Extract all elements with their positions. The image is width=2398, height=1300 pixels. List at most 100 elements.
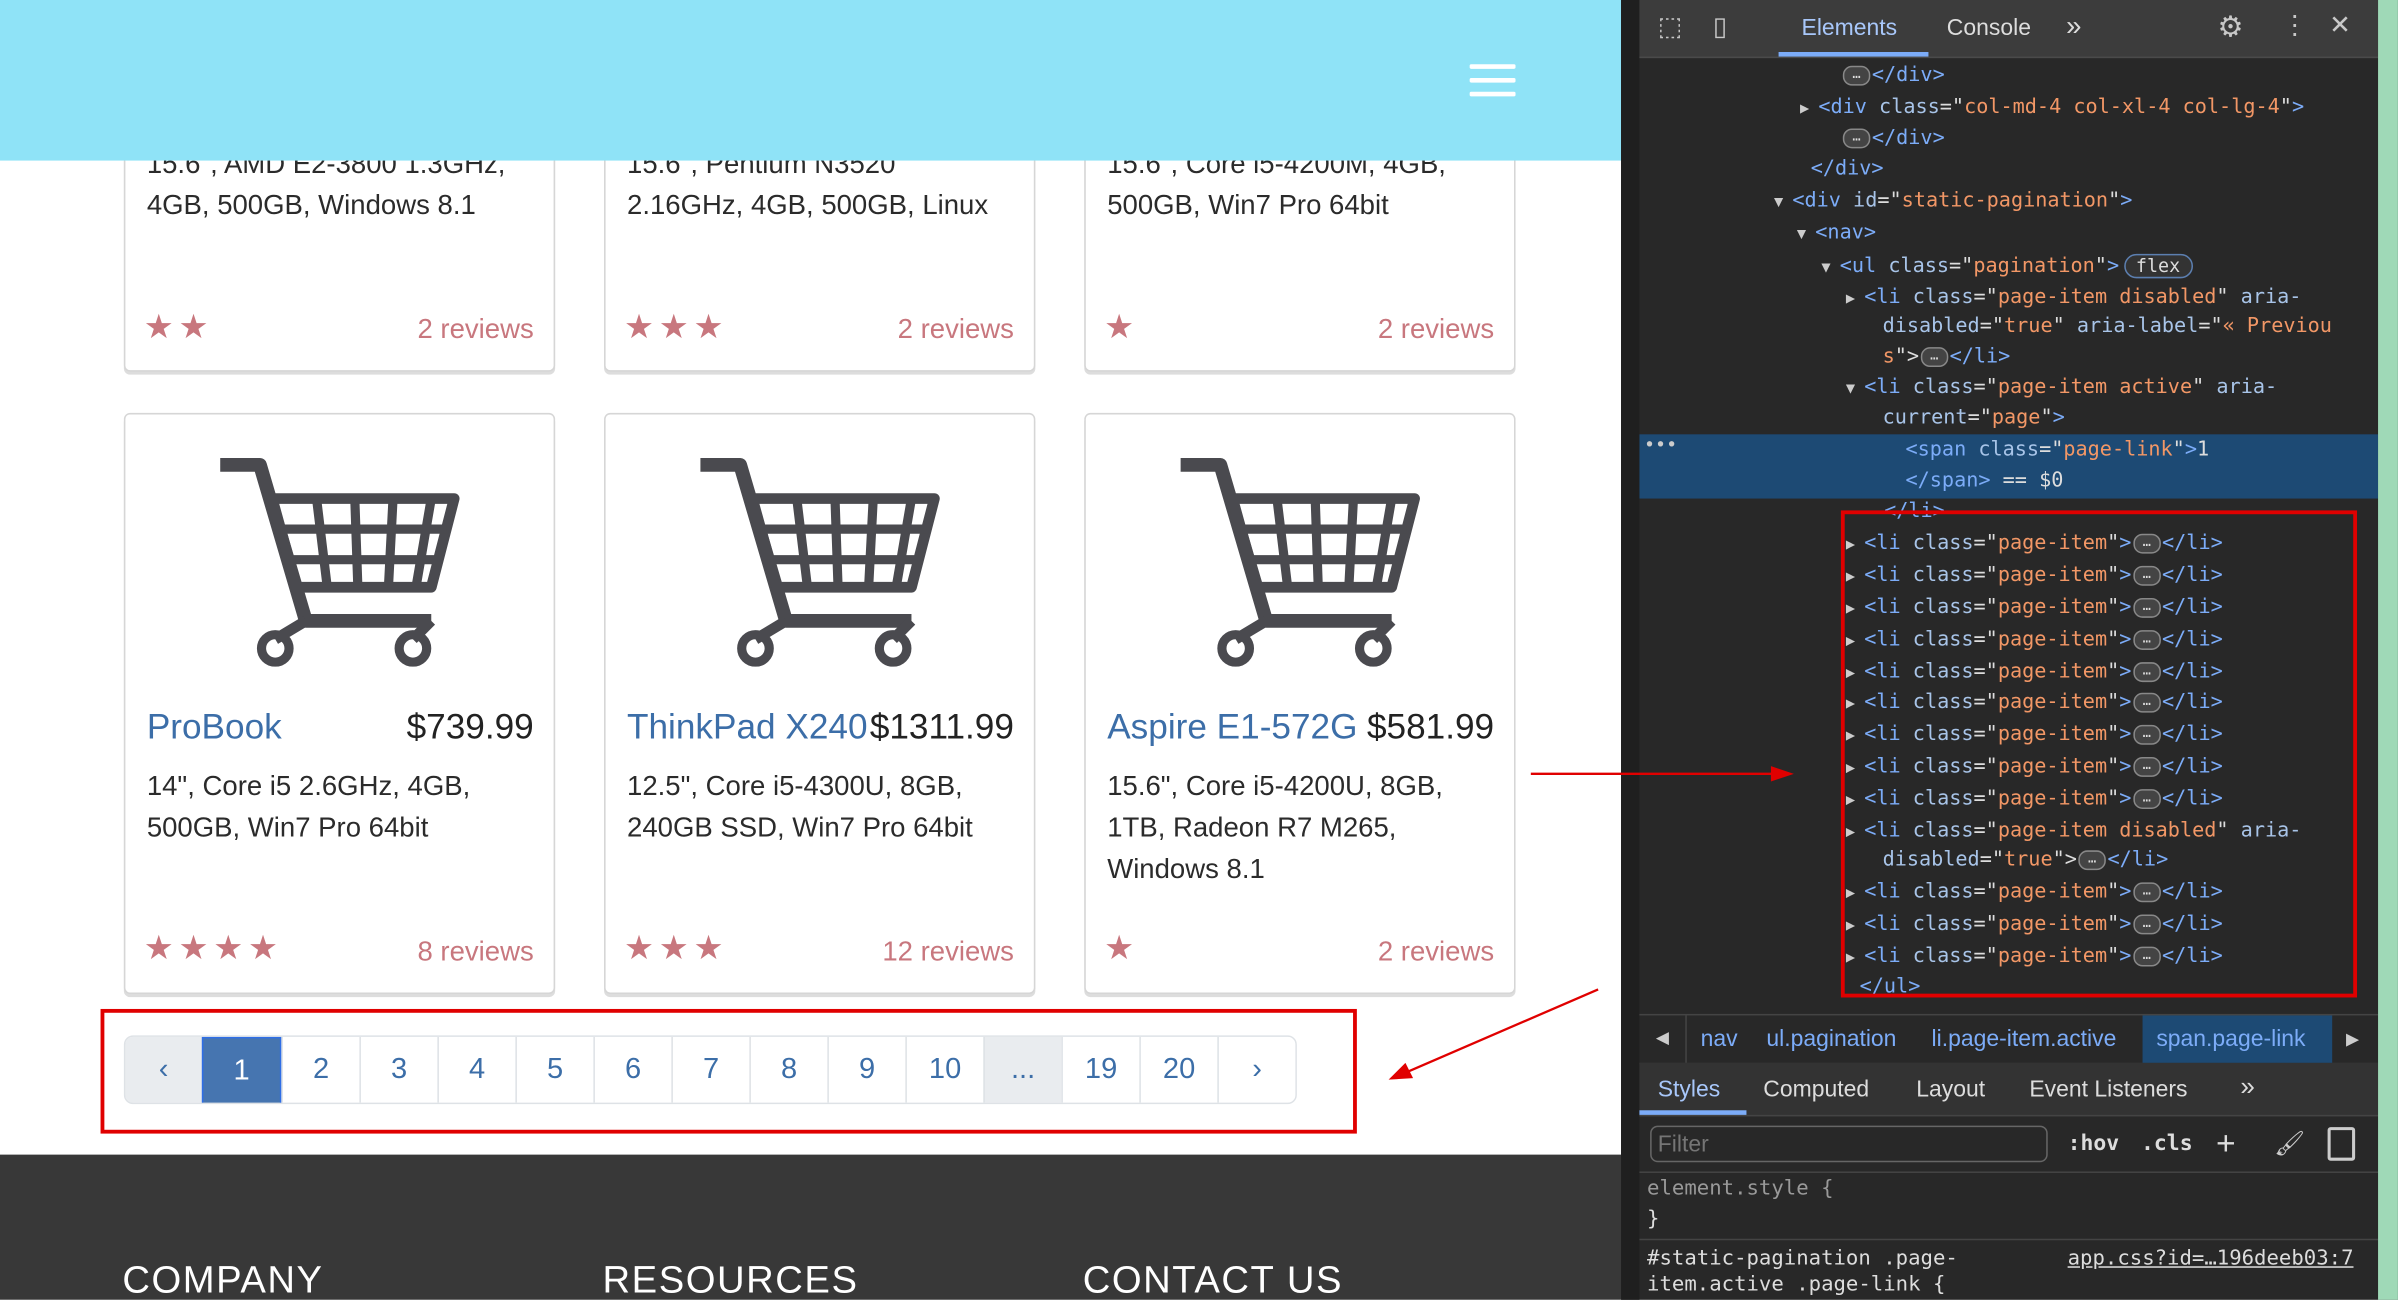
inspect-element-icon[interactable]: ⬚ <box>1657 12 1683 42</box>
dom-node-line[interactable]: ▶ <li class="page-item">… </li> <box>1846 629 2223 652</box>
product-card[interactable]: ThinkPad X240 $1311.99 12.5", Core i5-43… <box>604 412 1036 995</box>
ellipsis-badge[interactable]: … <box>2132 661 2161 682</box>
product-title[interactable]: Aspire E1-572G <box>1107 706 1358 747</box>
ellipsis-badge[interactable]: … <box>2132 565 2161 585</box>
expand-triangle-icon[interactable]: ▶ <box>1799 100 1810 118</box>
dom-node-line[interactable]: ▶ <div class="col-md-4 col-xl-4 col-lg-4"… <box>1800 96 2304 119</box>
pagination-next[interactable]: › <box>1217 1036 1296 1103</box>
ellipsis-badge[interactable]: … <box>2132 597 2161 618</box>
collapse-triangle-icon[interactable]: ▼ <box>1796 226 1807 244</box>
reviews-count[interactable]: 2 reviews <box>1377 935 1495 967</box>
ellipsis-badge[interactable]: … <box>2132 913 2161 934</box>
collapse-triangle-icon[interactable]: ▼ <box>1773 194 1784 212</box>
tab-elements[interactable]: Elements <box>1801 15 1898 42</box>
paint-brush-icon[interactable]: 🖌 <box>2274 1131 2306 1158</box>
dom-node-line[interactable]: ▶ <li class="page-item">… </li> <box>1846 881 2223 904</box>
ellipsis-badge[interactable]: … <box>2132 881 2161 902</box>
expand-triangle-icon[interactable]: ▶ <box>1845 917 1856 935</box>
pagination-page-4[interactable]: 4 <box>437 1036 516 1103</box>
tab-computed[interactable]: Computed <box>1763 1076 1870 1103</box>
toggle-sidebar-icon[interactable] <box>2327 1127 2356 1161</box>
ellipsis-badge[interactable]: … <box>1842 127 1871 148</box>
scroll-right-icon[interactable]: ▶ <box>2345 1030 2359 1050</box>
tab-event-listeners[interactable]: Event Listeners <box>2029 1076 2188 1103</box>
dom-node-line[interactable]: disabled="true" aria-label="« Previou <box>1883 315 2332 338</box>
dom-node-line[interactable]: ▶ <li class="page-item disabled" aria- <box>1846 286 2302 309</box>
dom-node-line[interactable]: … </div> <box>1841 64 1945 87</box>
styles-filter-input[interactable] <box>1650 1125 2048 1163</box>
pagination-page-8[interactable]: 8 <box>749 1036 828 1103</box>
product-title[interactable]: ThinkPad X240 <box>627 706 868 747</box>
pagination-page-2[interactable]: 2 <box>281 1036 360 1103</box>
ellipsis-badge[interactable]: … <box>2132 692 2161 712</box>
dom-node-line[interactable]: ▶ <li class="page-item">… </li> <box>1846 661 2223 684</box>
class-toggle[interactable]: .cls <box>2141 1131 2193 1157</box>
product-card[interactable]: Aspire E1-572G $581.99 15.6", Core i5-42… <box>1084 412 1516 995</box>
dom-node-line[interactable]: ▶ <li class="page-item">… </li> <box>1846 723 2223 746</box>
expand-triangle-icon[interactable]: ▶ <box>1845 665 1856 683</box>
pagination-page-19[interactable]: 19 <box>1061 1036 1140 1103</box>
node-actions-icon[interactable]: ••• <box>1643 434 1678 456</box>
expand-triangle-icon[interactable]: ▶ <box>1845 824 1856 842</box>
collapse-triangle-icon[interactable]: ▼ <box>1845 380 1856 398</box>
expand-triangle-icon[interactable]: ▶ <box>1845 601 1856 618</box>
ellipsis-badge[interactable]: … <box>2132 724 2161 745</box>
dom-node-line[interactable]: ▼ <div id="static-pagination"> <box>1774 190 2132 213</box>
device-toolbar-icon[interactable]: ▯ <box>1712 12 1728 42</box>
flex-badge[interactable]: flex <box>2123 253 2193 279</box>
dom-node-line[interactable]: </div> <box>1811 158 1884 181</box>
expand-triangle-icon[interactable]: ▶ <box>1845 727 1856 745</box>
dom-node-line[interactable]: ▶ <li class="page-item">… </li> <box>1846 596 2223 619</box>
pagination-page-9[interactable]: 9 <box>827 1036 906 1103</box>
product-title[interactable]: ProBook <box>146 706 282 747</box>
pagination-page-6[interactable]: 6 <box>593 1036 672 1103</box>
hover-state-toggle[interactable]: :hov <box>2067 1131 2120 1157</box>
reviews-count[interactable]: 12 reviews <box>882 935 1014 967</box>
rule-source-link[interactable]: app.css?id=…196deeb03:7 <box>2067 1246 2354 1271</box>
pagination-page-5[interactable]: 5 <box>515 1036 594 1103</box>
expand-triangle-icon[interactable]: ▶ <box>1845 536 1856 554</box>
expand-triangle-icon[interactable]: ▶ <box>1845 633 1856 650</box>
reviews-count[interactable]: 8 reviews <box>417 935 534 967</box>
dom-node-line[interactable]: ▶ <li class="page-item">… </li> <box>1846 945 2223 968</box>
expand-triangle-icon[interactable]: ▶ <box>1845 568 1856 586</box>
dom-node-line[interactable]: ▶ <li class="page-item">… </li> <box>1846 691 2223 714</box>
dom-node-line[interactable]: ▶ <li class="page-item">… </li> <box>1846 755 2223 778</box>
ellipsis-badge[interactable]: … <box>1842 64 1871 85</box>
expand-triangle-icon[interactable]: ▶ <box>1845 949 1856 967</box>
ellipsis-badge[interactable]: … <box>2132 945 2161 966</box>
tab-layout[interactable]: Layout <box>1916 1076 1986 1103</box>
breadcrumb-nav[interactable]: nav <box>1700 1026 1738 1053</box>
dom-node-line[interactable]: s">… </li> <box>1883 346 2011 369</box>
expand-triangle-icon[interactable]: ▶ <box>1845 695 1856 713</box>
dom-node-line[interactable]: </ul> <box>1860 976 1921 999</box>
ellipsis-badge[interactable]: … <box>2132 756 2161 777</box>
ellipsis-badge[interactable]: … <box>2132 532 2161 553</box>
expand-triangle-icon[interactable]: ▶ <box>1845 290 1856 308</box>
expand-triangle-icon[interactable]: ▶ <box>1845 885 1856 903</box>
product-card[interactable]: ProBook $739.99 14", Core i5 2.6GHz, 4GB… <box>123 412 556 995</box>
reviews-count[interactable]: 2 reviews <box>417 313 534 345</box>
settings-gear-icon[interactable]: ⚙ <box>2217 12 2244 45</box>
dom-node-line[interactable]: ▶ <li class="page-item">… </li> <box>1846 788 2223 811</box>
ellipsis-badge[interactable]: … <box>1920 346 1949 367</box>
dom-node-line[interactable]: … </div> <box>1841 127 1945 150</box>
ellipsis-badge[interactable]: … <box>2078 849 2106 870</box>
dom-node-line[interactable]: ▶ <li class="page-item">… </li> <box>1846 913 2223 936</box>
dom-node-line[interactable]: </span> == $0 <box>1906 469 2064 492</box>
breadcrumb-li[interactable]: li.page-item.active <box>1931 1026 2117 1053</box>
dom-node-line[interactable]: </li> <box>1884 500 1945 523</box>
expand-triangle-icon[interactable]: ▶ <box>1845 792 1856 809</box>
dom-node-line[interactable]: ▶ <li class="page-item disabled" aria- <box>1846 820 2302 843</box>
reviews-count[interactable]: 2 reviews <box>897 313 1014 345</box>
new-rule-plus-icon[interactable]: + <box>2215 1124 2236 1163</box>
dom-node-line[interactable]: <span class="page-link">1 <box>1906 439 2210 462</box>
more-tabs-icon[interactable]: » <box>2240 1072 2255 1102</box>
dom-node-line[interactable]: ▶ <li class="page-item">… </li> <box>1846 532 2223 555</box>
breadcrumb-ul[interactable]: ul.pagination <box>1766 1026 1897 1053</box>
dom-node-line[interactable]: ▼ <li class="page-item active" aria- <box>1846 376 2277 399</box>
tab-styles[interactable]: Styles <box>1657 1076 1721 1103</box>
pagination-page-20[interactable]: 20 <box>1139 1036 1218 1103</box>
dom-node-line[interactable]: ▶ <li class="page-item">… </li> <box>1846 564 2223 587</box>
pagination-page-1[interactable]: 1 <box>201 1036 282 1103</box>
